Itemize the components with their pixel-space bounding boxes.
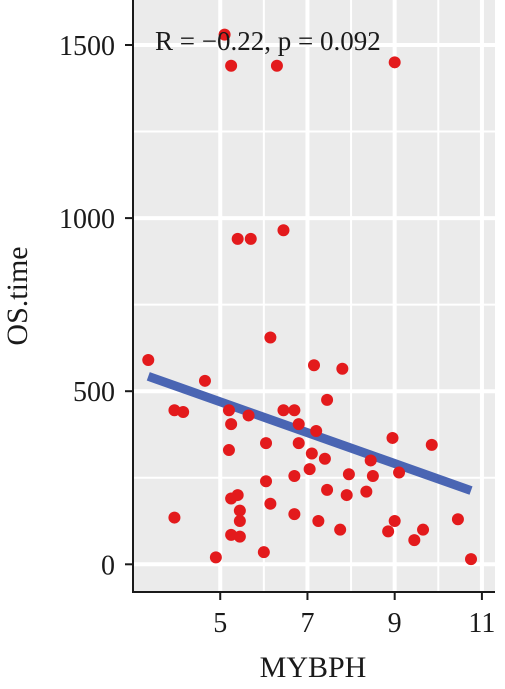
data-point	[218, 28, 231, 41]
data-point	[233, 504, 246, 517]
data-point	[209, 551, 222, 564]
y-axis-label: OS.time	[1, 246, 34, 345]
y-tick-label: 1500	[59, 31, 115, 62]
data-point	[318, 452, 331, 465]
data-point	[425, 438, 438, 451]
data-point	[305, 447, 318, 460]
x-axis-label: MYBPH	[260, 651, 367, 684]
data-point	[321, 483, 334, 496]
data-point	[388, 56, 401, 69]
data-point	[308, 359, 320, 372]
x-tick-label: 11	[468, 608, 495, 639]
data-point	[231, 232, 244, 245]
data-point	[465, 553, 478, 566]
data-point	[257, 546, 270, 559]
plot-panel	[133, 0, 495, 592]
x-tick-label: 7	[300, 608, 314, 639]
data-point	[386, 431, 399, 444]
data-point	[222, 444, 235, 457]
data-point	[225, 59, 238, 72]
data-point	[198, 374, 211, 387]
data-point	[277, 404, 290, 417]
data-point	[321, 393, 334, 406]
data-point	[288, 508, 301, 521]
y-tick-label: 0	[101, 550, 115, 581]
data-point	[292, 418, 305, 431]
data-point	[142, 354, 155, 367]
data-point	[451, 513, 464, 526]
data-point	[310, 425, 323, 438]
data-point	[340, 489, 353, 502]
data-point	[288, 404, 301, 417]
data-point	[366, 470, 379, 483]
y-tick-label: 1000	[59, 204, 115, 235]
data-point	[222, 404, 235, 417]
data-point	[364, 454, 377, 467]
data-point	[360, 485, 373, 498]
x-tick-label: 5	[213, 608, 227, 639]
data-point	[277, 224, 290, 237]
data-point	[168, 511, 181, 524]
data-point	[225, 492, 238, 505]
data-point	[233, 530, 246, 543]
data-point	[417, 523, 430, 536]
data-point	[388, 515, 401, 528]
data-point	[312, 515, 325, 528]
data-point	[233, 515, 246, 528]
data-point	[177, 405, 190, 418]
data-point	[242, 409, 255, 422]
data-point	[260, 475, 273, 488]
x-tick-label: 9	[388, 608, 402, 639]
data-point	[336, 362, 349, 375]
data-point	[408, 534, 421, 547]
data-point	[264, 331, 277, 344]
data-point	[303, 463, 316, 476]
data-point	[260, 437, 273, 450]
data-point	[292, 437, 305, 450]
data-point	[393, 466, 406, 479]
data-point	[225, 418, 238, 431]
data-point	[264, 497, 277, 510]
data-point	[342, 468, 355, 481]
correlation-annotation: R = −0.22, p = 0.092	[155, 26, 381, 56]
regression-line	[146, 372, 473, 495]
data-point	[244, 232, 257, 245]
data-point	[288, 470, 301, 483]
data-point	[334, 523, 347, 536]
data-point	[382, 525, 395, 538]
data-point	[270, 59, 283, 72]
y-tick-label: 500	[73, 377, 115, 408]
